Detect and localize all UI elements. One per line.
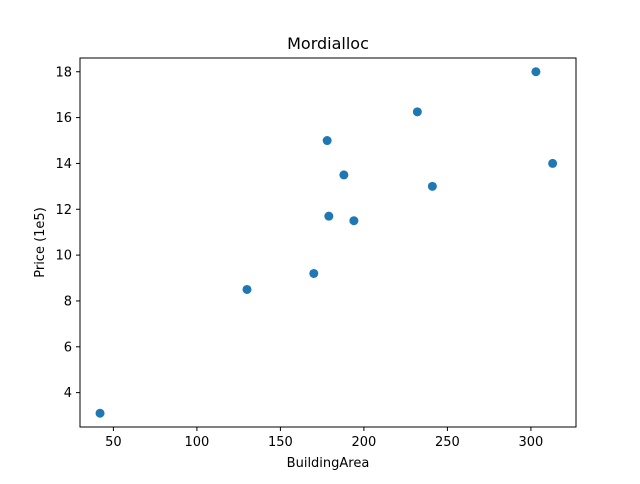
y-tick-label-0: 4	[64, 386, 72, 401]
x-tick-label-2: 150	[268, 435, 293, 450]
points-layer	[95, 67, 558, 418]
x-tick-label-0: 50	[105, 435, 122, 450]
y-axis-label: Price (1e5)	[33, 207, 48, 278]
plot-area-frame	[79, 57, 577, 428]
data-point-8	[427, 181, 437, 191]
data-point-4	[324, 211, 334, 221]
data-point-10	[548, 158, 558, 168]
x-axis-label: BuildingArea	[287, 456, 370, 471]
x-tick-label-5: 300	[518, 435, 543, 450]
y-tick-label-6: 16	[55, 111, 72, 126]
data-point-6	[349, 216, 359, 226]
data-point-9	[531, 67, 541, 77]
x-tick-label-1: 100	[184, 435, 209, 450]
data-point-5	[339, 170, 349, 180]
data-point-0	[95, 408, 105, 418]
data-point-3	[322, 136, 332, 146]
x-tick-label-4: 250	[435, 435, 460, 450]
y-tick-label-7: 18	[55, 65, 72, 80]
y-tick-label-4: 12	[55, 203, 72, 218]
y-tick-label-2: 8	[64, 294, 72, 309]
data-point-7	[412, 107, 422, 117]
x-tick-label-3: 200	[351, 435, 376, 450]
y-tick-label-3: 10	[55, 249, 72, 264]
y-tick-label-1: 6	[64, 340, 72, 355]
y-axis-ticks: 4 6 8 10 12 14 16 18	[55, 65, 80, 401]
chart-title: Mordialloc	[287, 34, 369, 53]
x-axis-ticks: 50 100 150 200 250 300	[105, 427, 543, 450]
data-point-1	[242, 284, 252, 294]
y-tick-label-5: 14	[55, 157, 72, 172]
data-point-2	[309, 268, 319, 278]
